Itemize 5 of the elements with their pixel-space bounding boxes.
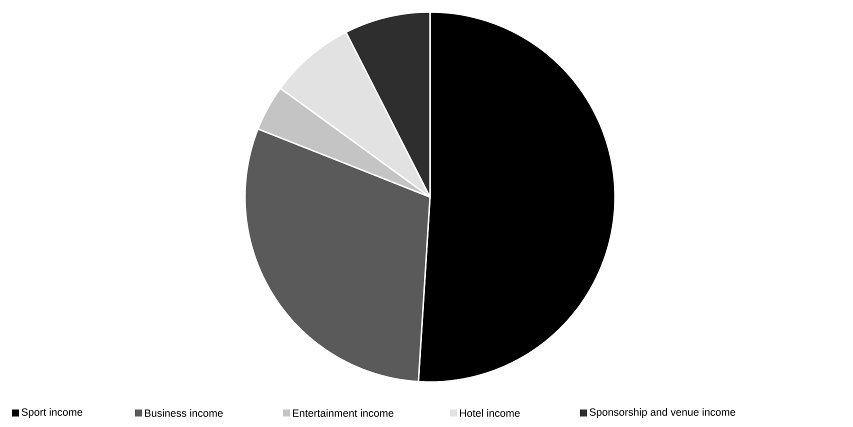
legend-label: Hotel income bbox=[460, 409, 520, 417]
legend-label: Sponsorship and venue income bbox=[590, 408, 736, 418]
legend-label: Entertainment income bbox=[293, 409, 394, 417]
legend-label: Sport income bbox=[22, 408, 82, 418]
legend-label: Business income bbox=[145, 409, 223, 417]
